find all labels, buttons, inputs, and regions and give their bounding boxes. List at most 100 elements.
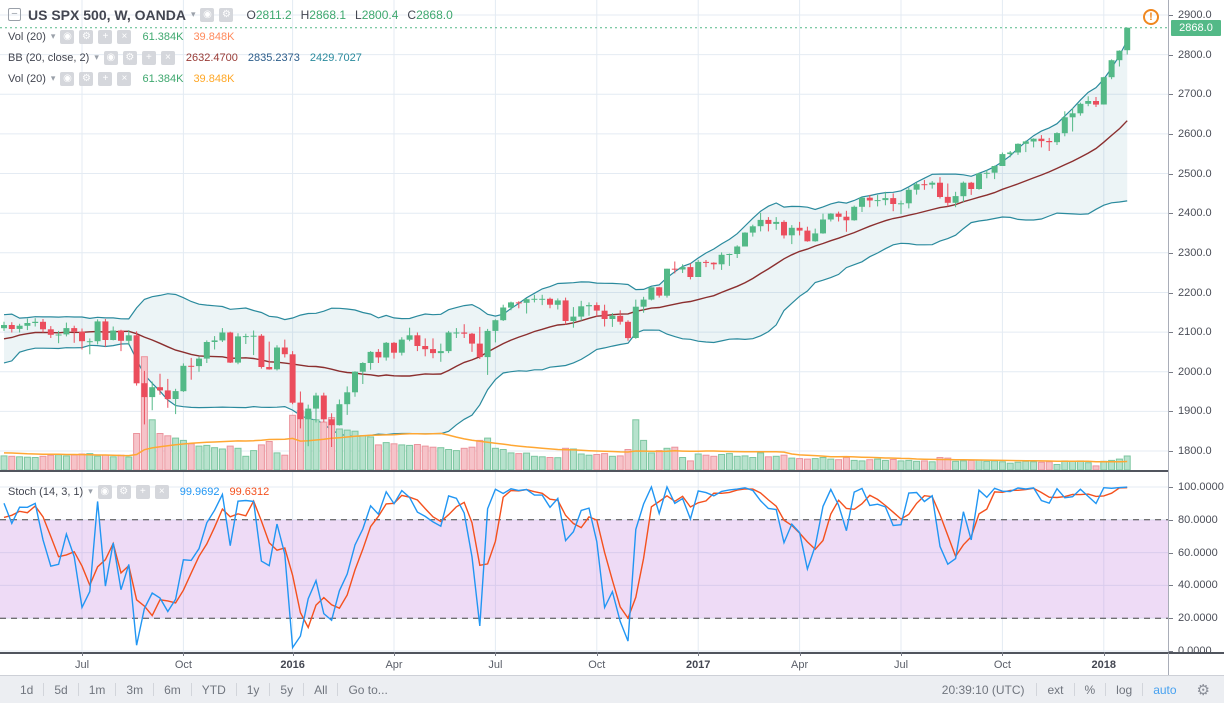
time-axis-label: Jul — [893, 659, 909, 671]
time-axis-tick — [1002, 652, 1004, 656]
range-button-5y[interactable]: 5y — [280, 682, 294, 697]
price-axis-label: 2400.0 — [1178, 207, 1212, 220]
range-button-5d[interactable]: 5d — [54, 682, 68, 697]
gear-icon[interactable]: ⚙ — [79, 29, 94, 44]
indicator-label[interactable]: Stoch (14, 3, 1) — [8, 485, 84, 498]
time-axis-label: Oct — [588, 659, 606, 671]
time-axis-label: Jul — [74, 659, 90, 671]
time-axis-tick — [292, 652, 294, 656]
add-icon[interactable]: + — [141, 50, 156, 65]
indicator-values: 61.384K 39.848K — [142, 73, 234, 85]
scale-button-auto[interactable]: auto — [1153, 682, 1177, 697]
collapse-panel-icon[interactable]: − — [8, 8, 21, 21]
add-icon[interactable]: + — [98, 71, 113, 86]
time-axis-tick — [183, 652, 185, 656]
gear-icon[interactable]: ⚙ — [122, 50, 137, 65]
range-button-ytd[interactable]: YTD — [201, 682, 226, 697]
eye-icon[interactable]: ◉ — [60, 29, 75, 44]
stoch-legend: Stoch (14, 3, 1) ▾ ◉ ⚙ + × 99.9692 99.6312 — [8, 481, 269, 502]
scale-buttons-group: ext% log auto — [1036, 680, 1186, 700]
price-axis-tick — [1169, 54, 1173, 56]
time-axis[interactable]: Jul Oct 2016 Apr Jul Oct 2017 Apr Jul Oct 2018 — [0, 652, 1168, 675]
axis-corner — [1168, 652, 1224, 675]
symbol-title[interactable]: US SPX 500, W, OANDA — [28, 6, 186, 23]
time-axis-tick — [495, 652, 497, 656]
indicator-dropdown-caret[interactable]: ▾ — [50, 73, 56, 83]
indicator-dropdown-caret[interactable]: ▾ — [88, 486, 93, 496]
close-icon[interactable]: × — [117, 71, 132, 86]
last-price-label: 2868.0 — [1171, 19, 1221, 36]
add-icon[interactable]: + — [135, 484, 150, 499]
stoch-axis-tick — [1169, 519, 1173, 521]
price-axis-tick — [1169, 451, 1173, 452]
scale-button-percent[interactable]: % — [1084, 682, 1096, 697]
time-axis-label: Apr — [385, 659, 403, 671]
close-icon[interactable]: × — [160, 50, 175, 65]
ohlc-value: 2811.2 — [255, 7, 292, 22]
goto-button[interactable]: Go to... — [348, 682, 388, 697]
add-icon[interactable]: + — [98, 29, 113, 44]
settings-gear-icon[interactable]: ⚙ — [1196, 681, 1210, 699]
eye-icon[interactable]: ◉ — [200, 7, 215, 22]
time-axis-label: 2016 — [280, 659, 305, 671]
range-button-6m[interactable]: 6m — [164, 682, 181, 697]
scale-button-ext[interactable]: ext — [1047, 682, 1064, 697]
indicator-value: 2835.2373 — [247, 51, 300, 64]
alert-icon[interactable]: ! — [1143, 9, 1159, 25]
indicator-values: 61.384K 39.848K — [142, 31, 234, 43]
range-button-1y[interactable]: 1y — [246, 682, 260, 697]
close-icon[interactable]: × — [117, 29, 132, 44]
ohlc-letter: C — [407, 7, 417, 22]
price-axis-label: 2500.0 — [1178, 167, 1212, 180]
time-axis-tick — [698, 652, 700, 656]
toolbar-separator — [303, 683, 305, 696]
stoch-row-inner: Stoch (14, 3, 1) ▾ ◉ ⚙ + × 99.9692 99.6312 — [8, 481, 269, 502]
ohlc-value: 2800.4 — [361, 7, 399, 22]
range-button-1m[interactable]: 1m — [88, 682, 106, 697]
indicator-value: 61.384K — [142, 30, 184, 43]
close-icon[interactable]: × — [154, 484, 169, 499]
indicator-value: 39.848K — [193, 72, 235, 85]
ohlc-letter: O — [246, 7, 256, 22]
ohlc-readout: O2811.2 H2868.1 L2800.4 C2868.0 — [246, 8, 452, 22]
gear-icon[interactable]: ⚙ — [219, 7, 234, 22]
gear-icon[interactable]: ⚙ — [116, 484, 131, 499]
time-axis-label: Jul — [488, 659, 503, 671]
eye-icon[interactable]: ◉ — [97, 484, 112, 499]
range-button-3m[interactable]: 3m — [126, 682, 144, 697]
time-axis-label: 2018 — [1091, 659, 1117, 671]
indicator-label[interactable]: Vol (20) — [8, 30, 46, 43]
indicator-values: 2632.4700 2835.2373 2429.7027 — [186, 52, 362, 64]
chart-plot-area[interactable]: − US SPX 500, W, OANDA ▾ ◉ ⚙ O2811.2 H286… — [0, 0, 1168, 652]
clock-utc[interactable]: 20:39:10 (UTC) — [941, 682, 1025, 697]
indicator-dropdown-caret[interactable]: ▾ — [94, 52, 99, 62]
price-axis[interactable]: 2900.0 2800.0 2700.0 2600.0 2500.0 2400.0 2300… — [1168, 0, 1224, 657]
symbol-dropdown-caret[interactable]: ▾ — [190, 9, 196, 19]
indicator-dropdown-caret[interactable]: ▾ — [50, 31, 56, 41]
time-axis-tick — [596, 652, 598, 656]
ohlc-value: 2868.0 — [416, 7, 453, 22]
stoch-axis-tick — [1169, 487, 1173, 488]
ohlc-field: L2800.4 — [355, 8, 398, 22]
chart-canvas[interactable] — [0, 0, 1168, 652]
range-button-all[interactable]: All — [314, 682, 328, 697]
price-axis-tick — [1169, 173, 1173, 175]
indicator-value: 61.384K — [142, 72, 184, 85]
price-axis-label: 2200.0 — [1178, 286, 1212, 299]
stoch-axis-label: 40.0000 — [1178, 579, 1218, 592]
stoch-axis-label: 20.0000 — [1178, 612, 1218, 625]
scale-button-log[interactable]: log — [1116, 682, 1133, 697]
legend: − US SPX 500, W, OANDA ▾ ◉ ⚙ O2811.2 H286… — [8, 3, 453, 89]
time-axis-tick — [394, 652, 395, 656]
eye-icon[interactable]: ◉ — [60, 71, 75, 86]
price-axis-tick — [1169, 332, 1173, 334]
price-axis-label: 1800.0 — [1178, 445, 1212, 457]
range-button-1d[interactable]: 1d — [20, 682, 34, 697]
price-axis-label: 2800.0 — [1178, 48, 1212, 61]
toolbar-right-group: 20:39:10 (UTC) ext% log auto ⚙ — [930, 680, 1214, 700]
ohlc-field: H2868.1 — [301, 8, 346, 22]
eye-icon[interactable]: ◉ — [103, 50, 118, 65]
indicator-label[interactable]: Vol (20) — [8, 72, 46, 85]
indicator-label[interactable]: BB (20, close, 2) — [8, 51, 90, 64]
gear-icon[interactable]: ⚙ — [79, 71, 94, 86]
